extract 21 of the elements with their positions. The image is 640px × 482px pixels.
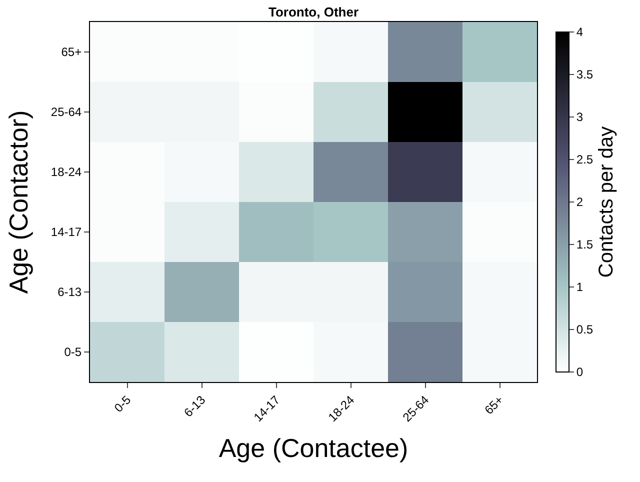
y-axis-title: Age (Contactor) — [3, 110, 34, 294]
color-bar-label: 1.5 — [576, 238, 594, 252]
y-tick-label: 18-24 — [50, 165, 82, 180]
y-tick-label: 65+ — [61, 45, 82, 60]
color-bar-label: 2 — [576, 195, 584, 210]
color-bar-label: 0 — [576, 365, 584, 380]
y-tick-label: 14-17 — [50, 225, 82, 240]
color-bar-label: 4 — [576, 25, 584, 40]
x-tick-label: 0-5 — [111, 392, 134, 416]
x-tick-label: 65+ — [482, 392, 506, 418]
color-bar-label: 2.5 — [576, 152, 594, 167]
y-tick-label: 6-13 — [58, 285, 82, 300]
color-bar-label: 1 — [576, 280, 584, 294]
color-bar-label: 0.5 — [576, 322, 594, 337]
x-axis-title: Age (Contactee) — [218, 433, 408, 464]
color-bar-label: 3.5 — [576, 68, 594, 82]
chart-title: Toronto, Other — [268, 4, 359, 20]
y-tick-label: 0-5 — [64, 345, 82, 360]
color-bar-label: 3 — [576, 110, 584, 124]
color-bar-title: Contacts per day — [595, 126, 618, 278]
y-tick-label: 25-64 — [50, 105, 82, 120]
